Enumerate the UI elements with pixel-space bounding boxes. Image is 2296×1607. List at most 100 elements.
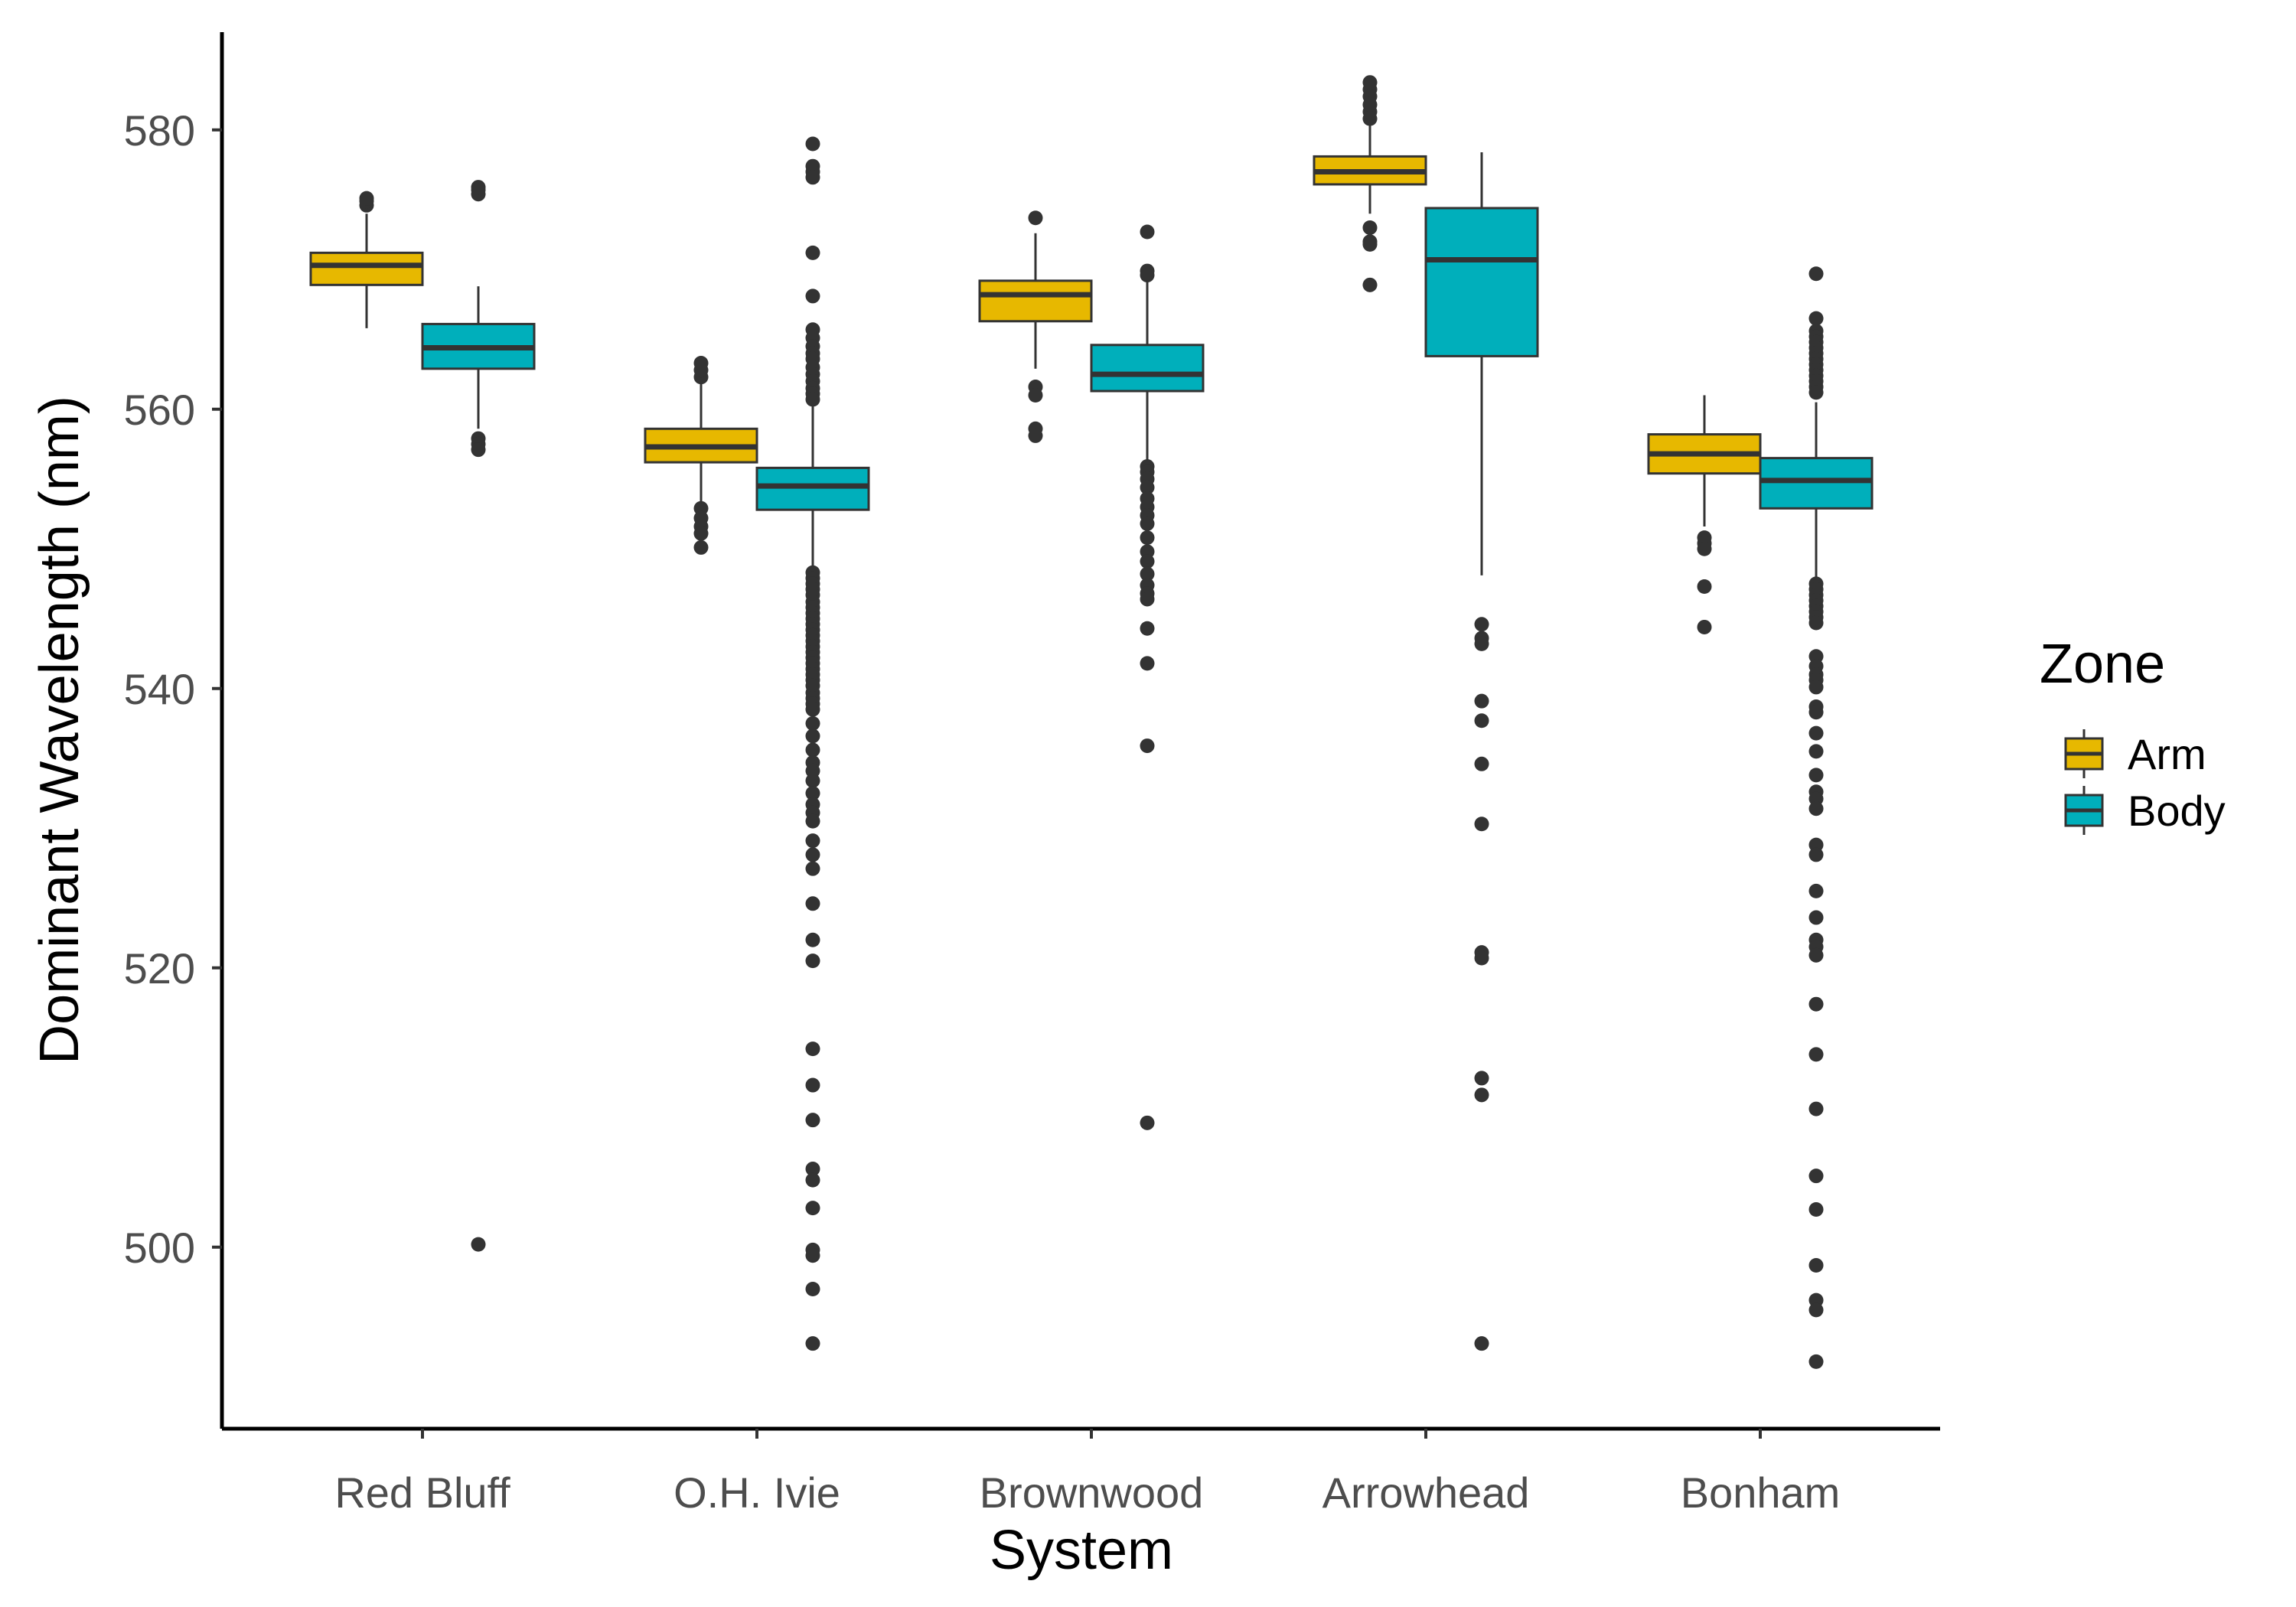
y-axis: 500 520 540 560 580 (124, 106, 222, 1272)
x-tick-label: Brownwood (980, 1468, 1204, 1517)
box-iqr (1090, 344, 1205, 393)
legend-key-body: Body (2064, 786, 2226, 835)
y-tick-label: 540 (124, 665, 195, 713)
box-body-red-bluff (421, 180, 536, 1252)
box-arm-o-h-ivie (644, 356, 758, 555)
outlier-point (1028, 210, 1043, 226)
outlier-point (805, 953, 820, 969)
outlier-point (1140, 1115, 1155, 1130)
outlier-point (1808, 1169, 1824, 1184)
outlier-point (1140, 656, 1155, 671)
outlier-point (805, 715, 820, 731)
outlier-point (805, 896, 820, 911)
outlier-point (1140, 621, 1155, 636)
x-tick-label: Red Bluff (334, 1468, 510, 1517)
outlier-point (805, 170, 820, 185)
legend-label: Arm (2128, 730, 2206, 778)
box-iqr (1424, 207, 1539, 357)
outlier-point (1474, 950, 1489, 966)
outlier-point (1140, 530, 1155, 546)
outlier-point (1362, 236, 1378, 252)
outlier-point (1808, 847, 1824, 862)
outlier-point (1808, 768, 1824, 783)
outlier-point (805, 1201, 820, 1216)
box-arm-arrowhead (1313, 75, 1427, 292)
outlier-point (471, 180, 486, 195)
outlier-point (805, 1077, 820, 1093)
outlier-point (805, 288, 820, 304)
outlier-point (1808, 680, 1824, 695)
box-body-bonham (1759, 266, 1874, 1369)
box-arm-red-bluff (309, 191, 424, 328)
outlier-point (1808, 725, 1824, 741)
outlier-point (1474, 817, 1489, 832)
outlier-point (1808, 1354, 1824, 1369)
outlier-point (805, 1336, 820, 1351)
outlier-point (471, 1237, 486, 1252)
box-iqr (755, 466, 870, 511)
outlier-point (1808, 1101, 1824, 1116)
y-axis-title: Dominant Wavelength (nm) (29, 396, 90, 1064)
box-iqr (978, 279, 1093, 323)
x-tick-label: Bonham (1681, 1468, 1841, 1517)
outlier-point (1808, 311, 1824, 326)
outlier-point (1808, 266, 1824, 282)
outlier-point (805, 833, 820, 849)
box-body-o-h-ivie (755, 136, 870, 1351)
outlier-point (1808, 615, 1824, 631)
plot-area (309, 75, 1874, 1369)
outlier-point (1474, 713, 1489, 729)
outlier-point (805, 773, 820, 788)
outlier-point (693, 526, 709, 541)
y-tick-label: 520 (124, 944, 195, 993)
x-axis-title: System (990, 1520, 1173, 1581)
legend: Zone Arm Body (2040, 634, 2226, 835)
legend-title: Zone (2040, 634, 2165, 695)
outlier-point (1697, 579, 1712, 595)
outlier-point (805, 729, 820, 744)
outlier-point (1808, 705, 1824, 720)
legend-label: Body (2128, 787, 2226, 835)
outlier-point (805, 702, 820, 717)
outlier-point (805, 786, 820, 801)
outlier-point (1808, 385, 1824, 400)
outlier-point (1808, 801, 1824, 817)
box-iqr (309, 251, 424, 286)
outlier-point (1697, 619, 1712, 634)
outlier-point (805, 847, 820, 862)
outlier-point (1140, 554, 1155, 569)
box-body-arrowhead (1424, 152, 1539, 1351)
x-tick-label: Arrowhead (1322, 1468, 1530, 1517)
outlier-point (805, 813, 820, 829)
outlier-point (1474, 1071, 1489, 1086)
outlier-point (805, 1248, 820, 1263)
outlier-point (805, 392, 820, 407)
outlier-point (805, 1172, 820, 1188)
box-arm-bonham (1647, 395, 1762, 634)
outlier-point (1362, 220, 1378, 235)
outlier-point (805, 742, 820, 758)
outlier-point (1474, 636, 1489, 651)
outlier-point (1362, 75, 1378, 90)
outlier-point (805, 861, 820, 876)
outlier-point (1808, 947, 1824, 963)
outlier-point (1808, 996, 1824, 1012)
outlier-point (693, 539, 709, 555)
outlier-point (805, 245, 820, 260)
outlier-point (1808, 1047, 1824, 1062)
outlier-point (805, 1113, 820, 1128)
y-tick-label: 560 (124, 386, 195, 434)
box-body-brownwood (1090, 224, 1205, 1130)
outlier-point (1140, 268, 1155, 283)
outlier-point (1140, 566, 1155, 582)
box-iqr (1759, 457, 1874, 510)
y-tick-label: 500 (124, 1224, 195, 1272)
outlier-point (805, 1282, 820, 1296)
outlier-point (1140, 738, 1155, 754)
legend-key-arm: Arm (2064, 729, 2206, 778)
outlier-point (1808, 1201, 1824, 1217)
outlier-point (1808, 1302, 1824, 1318)
box-arm-brownwood (978, 210, 1093, 443)
outlier-point (805, 932, 820, 947)
